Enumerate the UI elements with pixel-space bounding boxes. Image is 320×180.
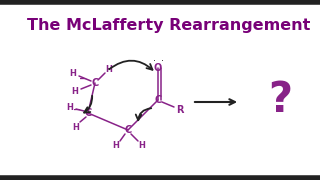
Text: −: − [73, 105, 81, 115]
Text: The McLafferty Rearrangement: The McLafferty Rearrangement [27, 18, 310, 33]
Text: C: C [92, 78, 99, 88]
Text: ·: · [162, 56, 164, 66]
Text: ·: · [154, 56, 156, 66]
Text: C: C [84, 108, 92, 118]
Text: ?: ? [268, 79, 292, 121]
Text: H: H [139, 141, 145, 150]
Text: H: H [67, 102, 73, 111]
Text: R: R [176, 105, 184, 115]
Text: H: H [106, 64, 112, 73]
Text: H: H [113, 141, 119, 150]
Text: C: C [154, 95, 162, 105]
Text: H: H [73, 123, 79, 132]
Text: H: H [69, 69, 76, 78]
Text: −: − [79, 74, 87, 84]
Text: C: C [124, 125, 132, 135]
Text: O: O [154, 63, 162, 73]
Text: H: H [72, 87, 78, 96]
